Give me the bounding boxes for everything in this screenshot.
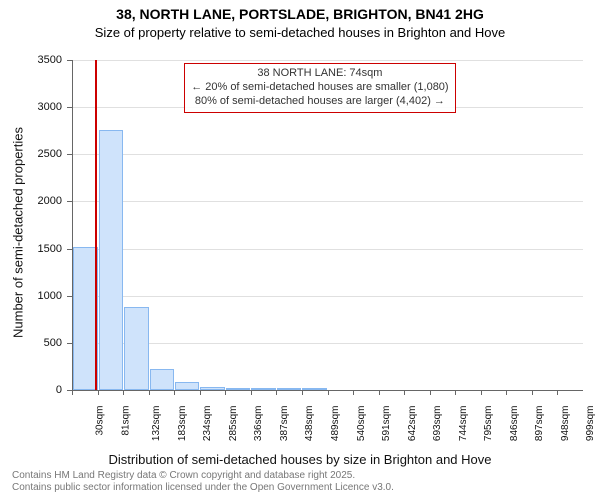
histogram-bar [302,388,327,390]
x-tick-label: 183sqm [177,406,188,442]
footer-line-2: Contains public sector information licen… [12,482,394,494]
gridline [73,60,583,61]
x-tick [225,390,226,395]
histogram-bar [251,388,276,390]
x-tick-label: 234sqm [202,406,213,442]
x-tick-label: 285sqm [228,406,239,442]
y-tick-label: 1500 [22,243,62,255]
x-tick-label: 438sqm [304,406,315,442]
annotation-line: 80% of semi-detached houses are larger (… [191,95,448,109]
y-tick [67,249,72,250]
footer: Contains HM Land Registry data © Crown c… [12,470,394,494]
y-tick-label: 2000 [22,195,62,207]
x-axis-label: Distribution of semi-detached houses by … [0,452,600,467]
reference-line [95,60,97,390]
title-line-2: Size of property relative to semi-detach… [0,25,600,40]
histogram-bar [73,247,98,390]
y-tick [67,107,72,108]
x-tick [328,390,329,395]
x-tick [174,390,175,395]
x-tick [455,390,456,395]
footer-line-1: Contains HM Land Registry data © Crown c… [12,470,394,482]
histogram-bar [226,388,251,390]
x-tick [276,390,277,395]
x-tick [98,390,99,395]
x-tick-label: 948sqm [560,406,571,442]
gridline [73,249,583,250]
annotation-line: 38 NORTH LANE: 74sqm [191,67,448,81]
y-tick [67,201,72,202]
x-tick-label: 387sqm [279,406,290,442]
y-tick-label: 3000 [22,101,62,113]
x-tick [379,390,380,395]
y-tick [67,296,72,297]
x-tick [353,390,354,395]
figure: 38, NORTH LANE, PORTSLADE, BRIGHTON, BN4… [0,0,600,500]
x-tick-label: 897sqm [534,406,545,442]
x-tick-label: 846sqm [509,406,520,442]
x-tick [149,390,150,395]
x-tick [123,390,124,395]
x-tick-label: 30sqm [95,406,106,436]
gridline [73,201,583,202]
histogram-bar [124,307,149,390]
y-tick [67,60,72,61]
x-tick [557,390,558,395]
x-tick-label: 642sqm [407,406,418,442]
x-tick-label: 132sqm [151,406,162,442]
x-tick-label: 489sqm [330,406,341,442]
histogram-bar [200,387,225,390]
y-tick [67,154,72,155]
histogram-bar [277,388,302,390]
x-tick [430,390,431,395]
annotation-line: ← 20% of semi-detached houses are smalle… [191,81,448,95]
y-tick-label: 500 [22,337,62,349]
gridline [73,343,583,344]
x-tick-label: 540sqm [356,406,367,442]
x-tick [251,390,252,395]
x-tick [302,390,303,395]
title-line-1: 38, NORTH LANE, PORTSLADE, BRIGHTON, BN4… [0,6,600,22]
x-tick-label: 336sqm [253,406,264,442]
x-tick-label: 999sqm [586,406,597,442]
x-tick-label: 744sqm [458,406,469,442]
gridline [73,154,583,155]
x-tick-label: 795sqm [483,406,494,442]
annotation-box: 38 NORTH LANE: 74sqm← 20% of semi-detach… [184,63,455,112]
y-tick-label: 0 [22,384,62,396]
histogram-bar [150,369,174,390]
x-tick [200,390,201,395]
histogram-bar [99,130,124,390]
x-tick [506,390,507,395]
x-tick-label: 591sqm [381,406,392,442]
y-tick [67,343,72,344]
x-tick-label: 81sqm [120,406,131,436]
x-tick-label: 693sqm [432,406,443,442]
y-tick-label: 1000 [22,290,62,302]
x-tick [481,390,482,395]
x-tick [72,390,73,395]
histogram-bar [175,382,200,390]
y-tick-label: 2500 [22,148,62,160]
x-tick [532,390,533,395]
gridline [73,296,583,297]
x-tick [404,390,405,395]
y-tick-label: 3500 [22,54,62,66]
